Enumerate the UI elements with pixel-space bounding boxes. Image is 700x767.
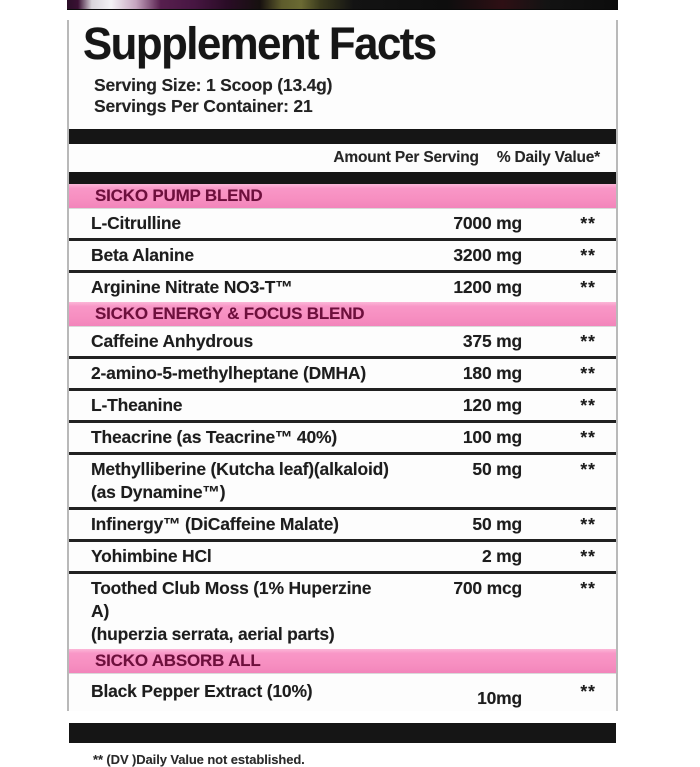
ingredient-dv: ** (580, 681, 596, 701)
ingredient-dv: ** (580, 546, 596, 566)
ingredient-amount: 375 mg (462, 331, 522, 351)
ingredient-row: Black Pepper Extract (10%) 10mg ** (69, 674, 616, 719)
servings-per-container-text: Servings Per Container: 21 (94, 96, 313, 116)
ingredient-amount: 50 mg (472, 514, 522, 534)
ingredient-amount: 2 mg (481, 546, 522, 566)
supplement-facts-panel: Supplement Facts Serving Size: 1 Scoop (… (67, 18, 618, 767)
section-header-band: SICKO PUMP BLEND (69, 184, 616, 209)
section-rows: Black Pepper Extract (10%) 10mg ** (69, 674, 616, 719)
section-rows: Caffeine Anhydrous 375 mg ** 2-amino-5-m… (69, 327, 616, 649)
serving-size-text: Serving Size: 1 Scoop (13.4g) (94, 75, 333, 95)
ingredient-dv: ** (580, 277, 596, 297)
ingredient-name: Black Pepper Extract (10%) (91, 681, 313, 701)
panel-title: Supplement Facts (83, 18, 437, 69)
ingredient-dv: ** (580, 427, 596, 447)
ingredient-name: Infinergy™ (DiCaffeine Malate) (91, 514, 339, 534)
ingredient-amount: 50 mg (472, 459, 522, 479)
footnote: ** (DV )Daily Value not established. (93, 752, 305, 767)
ingredient-amount: 3200 mg (453, 245, 522, 265)
blend-section: SICKO PUMP BLEND L-Citrulline 7000 mg **… (69, 184, 616, 302)
ingredient-row: Caffeine Anhydrous 375 mg ** (69, 327, 616, 359)
divider-bar-header (69, 172, 616, 184)
blend-section: SICKO ENERGY & FOCUS BLEND Caffeine Anhy… (69, 302, 616, 649)
divider-bar-top (69, 129, 616, 144)
ingredient-name: Theacrine (as Teacrine™ 40%) (91, 427, 337, 447)
ingredient-name: Beta Alanine (91, 245, 194, 265)
ingredient-row: 2-amino-5-methylheptane (DMHA) 180 mg ** (69, 359, 616, 391)
ingredient-name-line2: (huperzia serrata, aerial parts) (91, 624, 335, 644)
ingredient-row: Theacrine (as Teacrine™ 40%) 100 mg ** (69, 423, 616, 455)
product-photo-strip (67, 0, 618, 10)
section-rows: L-Citrulline 7000 mg ** Beta Alanine 320… (69, 209, 616, 302)
ingredient-amount: 180 mg (462, 363, 522, 383)
section-header-band: SICKO ENERGY & FOCUS BLEND (69, 302, 616, 327)
ingredient-dv: ** (580, 578, 596, 598)
ingredient-amount: 10mg (477, 688, 522, 708)
ingredient-name: Yohimbine HCl (91, 546, 212, 566)
ingredient-amount: 120 mg (462, 395, 522, 415)
ingredient-dv: ** (580, 331, 596, 351)
ingredient-name: L-Citrulline (91, 213, 181, 233)
ingredient-amount: 1200 mg (453, 277, 522, 297)
column-header-row: Amount Per Serving % Daily Value* (69, 144, 616, 172)
ingredient-row: Beta Alanine 3200 mg ** (69, 241, 616, 273)
ingredient-dv: ** (580, 245, 596, 265)
ingredient-name: Arginine Nitrate NO3-T™ (91, 277, 293, 297)
ingredient-dv: ** (580, 363, 596, 383)
ingredient-row: L-Theanine 120 mg ** (69, 391, 616, 423)
ingredient-name: Toothed Club Moss (1% Huperzine A) (91, 578, 372, 621)
ingredient-name: Methylliberine (Kutcha leaf)(alkaloid) (91, 459, 389, 479)
ingredient-row: Toothed Club Moss (1% Huperzine A) (hupe… (69, 574, 616, 649)
ingredient-dv: ** (580, 514, 596, 534)
ingredient-name-line2: (as Dynamine™) (91, 482, 226, 502)
divider-bar-bottom (69, 723, 616, 743)
ingredient-name: Caffeine Anhydrous (91, 331, 254, 351)
sections: SICKO PUMP BLEND L-Citrulline 7000 mg **… (69, 184, 616, 719)
section-header-label: SICKO ABSORB ALL (95, 651, 261, 670)
ingredient-row: Yohimbine HCl 2 mg ** (69, 542, 616, 574)
ingredient-amount: 7000 mg (453, 213, 522, 233)
ingredient-name: 2-amino-5-methylheptane (DMHA) (91, 363, 366, 383)
section-header-band: SICKO ABSORB ALL (69, 649, 616, 674)
section-header-label: SICKO PUMP BLEND (95, 186, 263, 205)
column-daily-value: % Daily Value* (496, 149, 600, 166)
ingredient-row: Arginine Nitrate NO3-T™ 1200 mg ** (69, 273, 616, 302)
ingredient-amount: 100 mg (462, 427, 522, 447)
ingredient-amount: 700 mcg (453, 578, 522, 598)
ingredient-dv: ** (580, 213, 596, 233)
blend-section: SICKO ABSORB ALL Black Pepper Extract (1… (69, 649, 616, 719)
section-header-label: SICKO ENERGY & FOCUS BLEND (95, 304, 365, 323)
ingredient-name: L-Theanine (91, 395, 183, 415)
ingredient-row: Methylliberine (Kutcha leaf)(alkaloid) (… (69, 455, 616, 510)
ingredient-dv: ** (580, 459, 596, 479)
supplement-label: Supplement Facts Serving Size: 1 Scoop (… (67, 0, 618, 767)
ingredient-dv: ** (580, 395, 596, 415)
ingredient-row: L-Citrulline 7000 mg ** (69, 209, 616, 241)
column-amount-per-serving: Amount Per Serving (333, 149, 479, 166)
ingredient-row: Infinergy™ (DiCaffeine Malate) 50 mg ** (69, 510, 616, 542)
